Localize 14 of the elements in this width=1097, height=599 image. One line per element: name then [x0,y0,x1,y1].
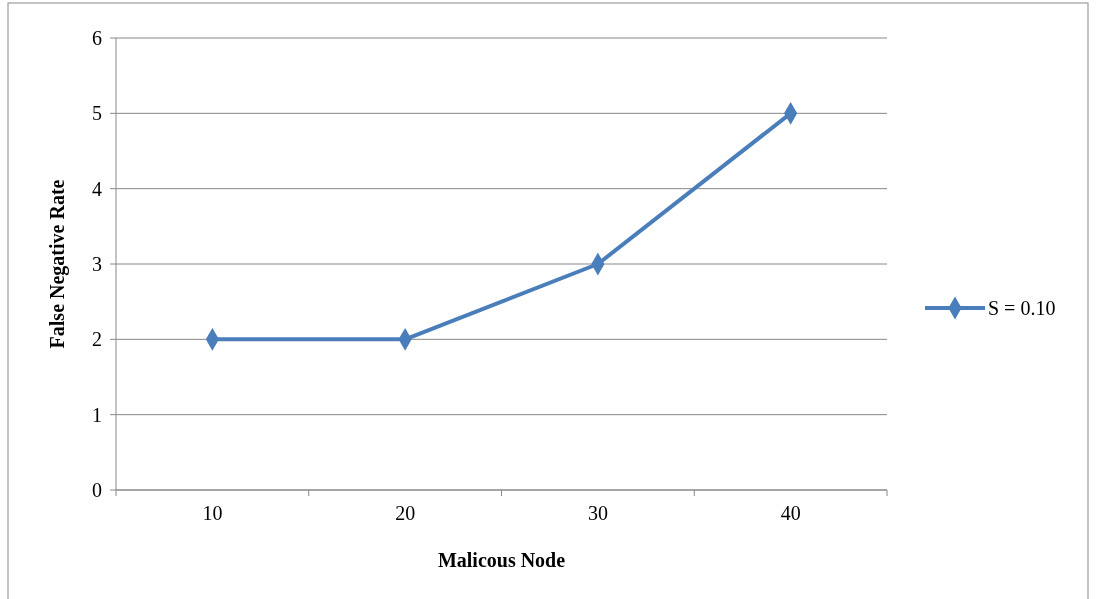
y-axis-title: False Negative Rate [46,179,69,349]
y-tick-label: 5 [92,102,102,125]
x-axis-title: Malicous Node [437,549,566,571]
x-tick-label: 30 [587,502,608,524]
x-tick-label: 40 [780,502,801,524]
x-tick-label: 20 [395,502,416,524]
y-tick-label: 1 [92,403,102,426]
x-tick-label: 10 [202,502,223,524]
y-tick-label: 3 [92,253,102,275]
y-tick-label: 0 [92,479,102,501]
y-tick-label: 2 [92,328,102,351]
y-tick-label: 6 [92,27,102,49]
legend-label: S = 0.10 [988,297,1056,319]
y-tick-label: 4 [92,177,102,200]
